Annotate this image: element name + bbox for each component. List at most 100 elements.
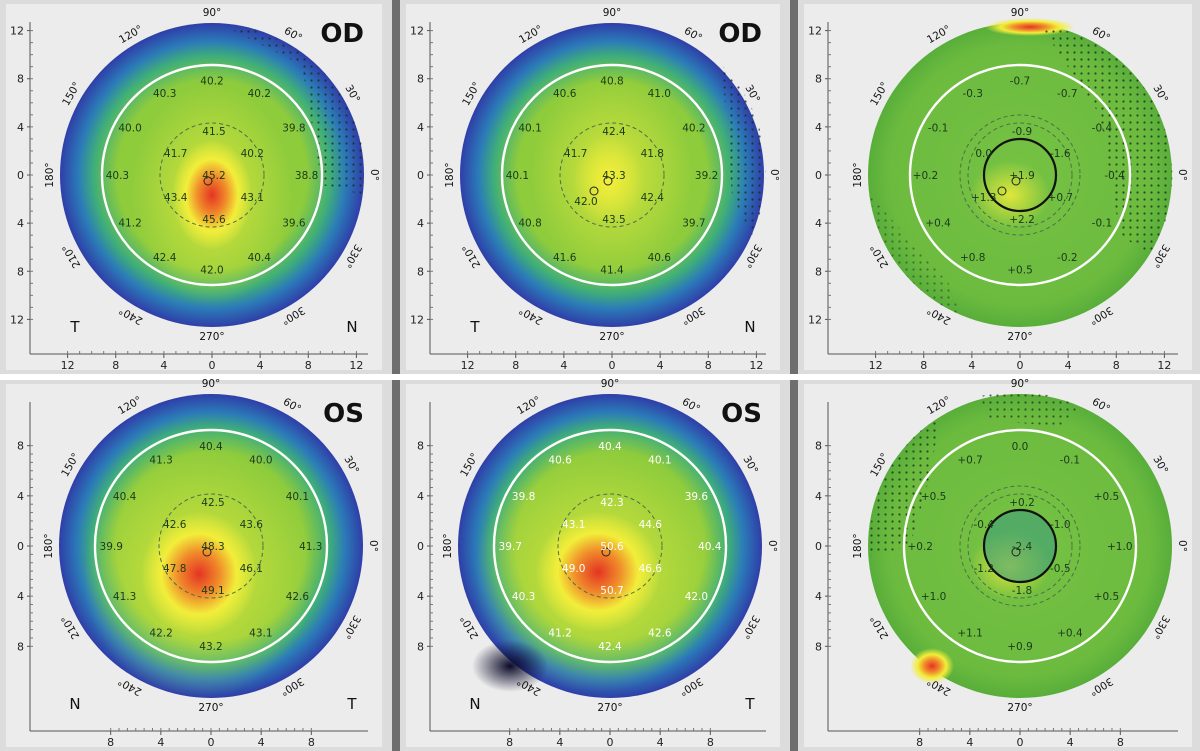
x-tick-label: 12: [461, 359, 475, 372]
y-tick-label: 8: [417, 640, 424, 653]
angle-label: 180°: [852, 162, 864, 187]
inner-zone-ring: [158, 493, 264, 599]
outer-zone-value: 39.8: [512, 491, 535, 503]
inner-zone-value: -0.4: [973, 519, 994, 531]
y-tick-label: 0: [815, 540, 822, 553]
x-tick-label: 12: [349, 359, 363, 372]
pupil-center-marker: [202, 547, 212, 557]
y-tick-label: 12: [410, 25, 424, 38]
inner-zone-ring: [159, 122, 265, 228]
outer-zone-value: +0.8: [960, 252, 986, 264]
inner-zone-value: 42.5: [201, 497, 224, 509]
x-tick-label: 0: [1017, 736, 1024, 749]
y-tick-label: 8: [17, 73, 24, 86]
inner-zone-value: 44.6: [639, 519, 663, 531]
left-corner-label: N: [69, 695, 80, 713]
outer-zone-value: 43.2: [199, 641, 222, 653]
outer-zone-value: 39.2: [695, 170, 718, 182]
inner-zone-value: 49.1: [201, 585, 224, 597]
angle-label: 0°: [1176, 169, 1188, 181]
y-tick-label: 8: [417, 440, 424, 453]
x-tick-label: 4: [968, 359, 975, 372]
central-zone-ring: [982, 508, 1058, 584]
angle-label: 270°: [1007, 702, 1032, 714]
outer-zone-value: 41.2: [118, 217, 141, 229]
angle-label: 0°: [1176, 540, 1188, 552]
x-tick-label: 4: [1065, 359, 1072, 372]
outer-zone-value: -0.1: [928, 123, 949, 135]
x-tick-label: 4: [657, 359, 664, 372]
outer-zone-value: 40.3: [512, 591, 535, 603]
x-tick-label: 12: [869, 359, 883, 372]
outer-zone-value: -0.1: [1092, 217, 1113, 229]
outer-zone-value: 42.6: [286, 591, 310, 603]
outer-zone-value: 40.1: [286, 491, 309, 503]
outer-zone-value: +0.4: [925, 217, 951, 229]
outer-zone-value: -0.4: [1104, 170, 1125, 182]
x-tick-label: 8: [305, 359, 312, 372]
outer-zone-value: -0.2: [1057, 252, 1078, 264]
angle-label: 180°: [43, 533, 55, 558]
inner-zone-value: +0.2: [1009, 497, 1035, 509]
x-tick-label: 4: [157, 736, 164, 749]
x-tick-label: 8: [705, 359, 712, 372]
angle-label: 0°: [766, 540, 778, 552]
x-tick-label: 0: [607, 736, 614, 749]
outer-zone-value: 40.4: [698, 541, 722, 553]
y-tick-label: 4: [815, 217, 822, 230]
inner-zone-value: 43.1: [241, 192, 264, 204]
inner-zone-value: 42.6: [163, 519, 187, 531]
inner-zone-value: 0.0: [975, 148, 992, 160]
outer-zone-value: -0.1: [1060, 455, 1081, 467]
zone-values: 43.3 42.0 42.4 41.8 42.4 43.5 41.7 40.8 41.0 40.2…: [506, 75, 719, 276]
y-tick-label: 8: [17, 640, 24, 653]
row-divider: [0, 374, 1200, 380]
outer-zone-ring: [93, 428, 329, 664]
center-value: 45.2: [202, 170, 225, 182]
outer-zone-ring: [500, 63, 724, 287]
inner-zone-ring: [967, 493, 1073, 599]
outer-zone-value: +0.2: [913, 170, 939, 182]
outer-zone-ring: [902, 428, 1138, 664]
angle-label: 180°: [442, 533, 454, 558]
inner-zone-value: -1.0: [1050, 519, 1071, 531]
y-tick-label: 8: [815, 440, 822, 453]
inner-zone-value: -1.2: [973, 563, 994, 575]
x-tick-label: 4: [1067, 736, 1074, 749]
outer-zone-value: 43.1: [249, 627, 272, 639]
x-tick-label: 8: [308, 736, 315, 749]
x-tick-label: 0: [1017, 359, 1024, 372]
outer-zone-value: -0.3: [962, 88, 983, 100]
outer-zone-value: 41.3: [299, 541, 322, 553]
x-tick-label: 0: [208, 736, 215, 749]
right-corner-label: T: [744, 695, 755, 713]
angle-label: 180°: [44, 162, 56, 187]
outer-zone-ring: [100, 63, 324, 287]
outer-zone-value: +0.7: [957, 455, 983, 467]
inner-zone-value: 41.7: [564, 148, 587, 160]
outer-zone-value: 40.2: [200, 75, 223, 87]
outer-zone-ring: [492, 428, 728, 664]
y-tick-label: 12: [10, 313, 24, 326]
outer-zone-value: 39.8: [282, 123, 305, 135]
outer-zone-value: 41.4: [600, 265, 624, 277]
inner-zone-value: 50.7: [600, 585, 623, 597]
y-tick-label: 4: [17, 121, 24, 134]
outer-zone-value: +1.0: [921, 591, 947, 603]
inner-zone-value: 41.5: [202, 126, 225, 138]
angle-label: 90°: [202, 378, 221, 390]
zone-values: 45.2 41.5 40.2 43.1 45.6 43.4 41.7 40.2 40.2 39.8…: [106, 75, 319, 276]
x-tick-label: 4: [657, 736, 664, 749]
outer-zone-value: +0.4: [1057, 627, 1083, 639]
inner-zone-value: -0.5: [1050, 563, 1071, 575]
right-corner-label: N: [346, 318, 357, 336]
outer-zone-value: 39.9: [100, 541, 123, 553]
y-tick-label: 8: [417, 73, 424, 86]
outer-zone-ring: [908, 63, 1132, 287]
x-tick-label: 4: [560, 359, 567, 372]
inner-zone-value: 42.3: [600, 497, 623, 509]
